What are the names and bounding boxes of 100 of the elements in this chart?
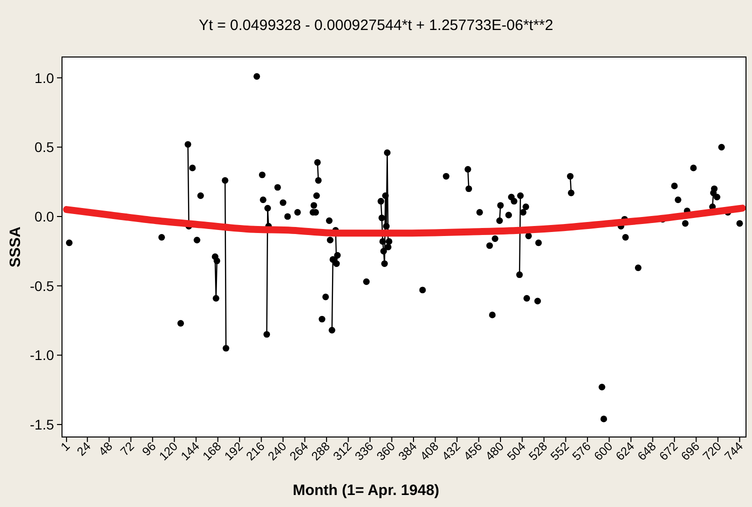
point [523, 295, 530, 302]
point [222, 344, 230, 352]
chart-title: Yt = 0.0499328 - 0.000927544*t + 1.257733E-06*t**2 [198, 17, 554, 34]
point [568, 190, 574, 196]
y-tick-label: -0.5 [30, 278, 54, 294]
x-tick-label: 192 [222, 439, 246, 464]
point [497, 202, 504, 209]
x-tick-label: 552 [548, 439, 572, 464]
x-tick-label: 456 [460, 439, 486, 464]
point [476, 209, 483, 216]
x-tick-label: 72 [118, 439, 138, 459]
point [492, 235, 498, 242]
point [534, 298, 541, 304]
point [334, 252, 341, 259]
point [714, 194, 720, 200]
x-tick-label: 408 [417, 439, 442, 464]
point [383, 222, 390, 230]
point [184, 141, 192, 148]
x-tick-label: 24 [74, 439, 94, 459]
x-tick-label: 528 [526, 439, 550, 464]
y-tick-label: -1.0 [30, 347, 54, 364]
point [465, 185, 472, 192]
x-tick-label: 240 [265, 439, 290, 464]
point [510, 198, 518, 205]
x-tick-label: 288 [308, 439, 333, 464]
point [566, 172, 574, 180]
point [486, 242, 493, 249]
point [333, 260, 340, 267]
x-tick-label: 360 [374, 439, 398, 464]
point [222, 177, 228, 184]
x-tick-label: 336 [352, 439, 376, 464]
point [313, 192, 320, 199]
y-tick-label: 1.0 [34, 70, 54, 86]
x-tick-label: 264 [286, 439, 312, 464]
x-tick-label: 624 [613, 439, 638, 464]
point [66, 240, 73, 246]
x-tick-label: 96 [139, 439, 159, 459]
x-axis-title: Month (1= Apr. 1948) [292, 482, 440, 499]
x-tick-label: 384 [396, 439, 420, 464]
point [378, 198, 384, 205]
x-tick-label: 168 [200, 439, 224, 464]
point [634, 264, 642, 272]
point [464, 166, 472, 173]
point [253, 73, 260, 80]
y-tick-label: -1.5 [30, 416, 54, 433]
point [214, 258, 220, 264]
point [384, 149, 391, 156]
point [736, 220, 743, 227]
x-tick-label: 1 [58, 439, 73, 454]
point [378, 214, 386, 222]
point [379, 238, 386, 245]
point [682, 220, 689, 227]
x-tick-label: 144 [178, 439, 202, 464]
point [314, 159, 321, 166]
point [505, 212, 512, 218]
point [384, 244, 392, 250]
point [328, 326, 336, 334]
point [382, 192, 389, 199]
point [516, 271, 523, 278]
point [258, 172, 266, 178]
point [363, 278, 370, 285]
x-tick-label: 120 [156, 439, 181, 464]
point [386, 238, 392, 245]
point [260, 196, 266, 204]
x-tick-label: 744 [722, 439, 746, 464]
point [294, 209, 301, 216]
point [315, 177, 322, 184]
point [622, 234, 629, 241]
x-tick-label: 576 [570, 439, 594, 464]
point [280, 199, 286, 206]
point [381, 260, 388, 267]
point [158, 234, 165, 241]
point [197, 192, 204, 199]
point [212, 295, 220, 302]
point [419, 286, 426, 294]
point [380, 248, 387, 254]
point [263, 331, 270, 338]
point [690, 164, 697, 172]
point [194, 236, 200, 244]
point [674, 196, 682, 204]
point [274, 184, 281, 191]
point [522, 203, 530, 210]
point [671, 182, 678, 190]
point [177, 320, 184, 327]
point [710, 185, 718, 192]
point [189, 164, 196, 172]
point [326, 217, 333, 224]
y-tick-label: 0.0 [34, 208, 54, 224]
x-tick-label: 216 [243, 439, 268, 464]
y-axis-title: SSSA [7, 226, 24, 268]
point [310, 202, 318, 209]
x-tick-label: 600 [591, 439, 616, 464]
point [718, 144, 725, 150]
x-tick-label: 480 [482, 439, 507, 464]
point [496, 217, 503, 224]
point [284, 213, 291, 220]
point [322, 294, 329, 300]
point [442, 172, 450, 180]
point [517, 192, 524, 199]
point [326, 236, 334, 244]
